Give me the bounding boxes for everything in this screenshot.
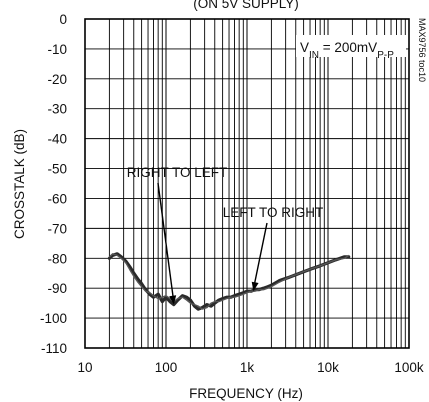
series-lines [107,252,351,311]
y-tick-label: -80 [47,251,67,266]
condition-label-bg [296,35,406,57]
y-axis-ticks: 0 -10 -20 -30 -40 -50 -60 -70 -80 -90 -100 -110 [40,12,67,356]
condition-label-box: VIN = 200mVP-P [296,35,406,61]
x-axis-title: FREQUENCY (Hz) [189,386,303,401]
y-tick-label: -100 [40,311,67,326]
grid [84,18,410,349]
x-tick-label: 100k [394,360,424,375]
y-tick-label: -20 [47,72,67,87]
annotation-label: RIGHT TO LEFT [127,165,228,180]
x-axis-ticks: 10 100 1k 10k 100k [77,360,423,375]
y-tick-label: -60 [47,191,67,206]
x-tick-label: 1k [240,360,255,375]
plot-frame [84,18,410,349]
annotation-arrow [157,182,175,303]
arrow-head-icon [251,281,259,292]
annotation-label: LEFT TO RIGHT [223,205,324,220]
x-tick-label: 100 [155,360,178,375]
x-tick-label: 10k [317,360,339,375]
chart-title: (ON 5V SUPPLY) [193,0,299,11]
y-tick-label: -110 [41,341,67,356]
figure-id: MAX9756 toc10 [417,18,427,82]
y-tick-label: 0 [59,12,67,27]
annotation-arrow [252,222,268,290]
condition-label: VIN = 200mVP-P [300,40,394,61]
y-axis-title: CROSSTALK (dB) [12,129,27,239]
x-tick-label: 10 [77,360,92,375]
y-tick-label: -50 [47,162,67,177]
y-tick-label: -30 [47,102,67,117]
y-tick-label: -40 [47,132,67,147]
annotations: RIGHT TO LEFT LEFT TO RIGHT [127,165,324,305]
y-tick-label: -10 [47,42,67,57]
y-tick-label: -70 [47,221,67,236]
y-tick-label: -90 [47,281,67,296]
arrow-head-icon [169,295,177,305]
series-line-left-to-right [108,253,350,310]
